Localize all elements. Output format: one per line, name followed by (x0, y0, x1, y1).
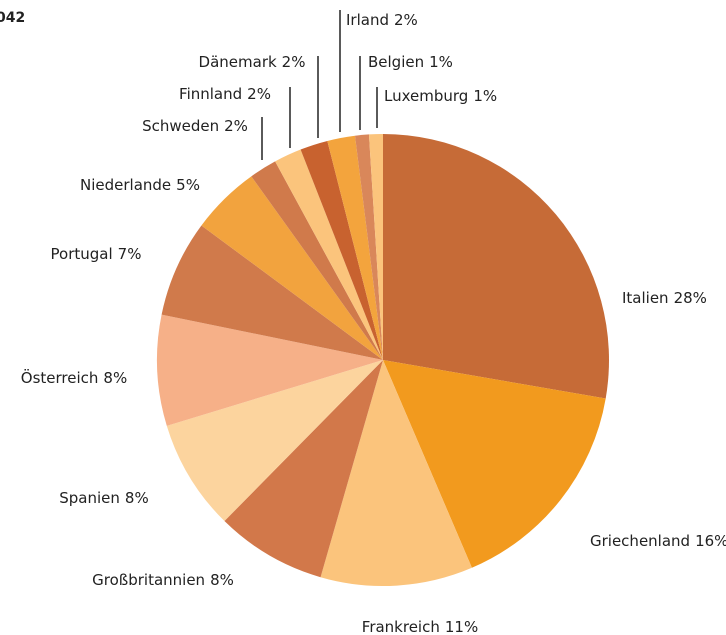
pie-slice (383, 360, 606, 568)
category-label: Frankreich (362, 618, 440, 635)
pie-slice (368, 134, 383, 360)
category-label: Österreich (21, 368, 99, 387)
pie-slice (275, 149, 383, 360)
slice-label: Schweden 2% (142, 117, 248, 135)
category-label: Schweden (142, 117, 219, 135)
slice-label: Spanien 8% (59, 489, 148, 507)
category-label: Portugal (51, 245, 113, 263)
pie-slice (251, 161, 383, 360)
value-label: 8% (103, 369, 127, 387)
category-label: Großbritannien (92, 571, 205, 589)
value-label: 7% (118, 245, 142, 263)
value-label: 8% (125, 489, 149, 507)
category-label: Belgien (368, 53, 424, 71)
value-label: 2% (247, 85, 271, 103)
pie-slice (161, 225, 383, 360)
slice-label: Niederlande 5% (80, 176, 200, 194)
value-label: 2% (224, 117, 248, 135)
category-label: Niederlande (80, 176, 171, 194)
value-label: 28% (674, 289, 707, 307)
slice-label: Portugal 7% (51, 245, 142, 263)
pie-slice (166, 360, 383, 522)
pie-slice (320, 360, 472, 587)
value-label: 2% (394, 11, 418, 29)
slice-label: Österreich 8% (21, 368, 127, 387)
chart-title: 042 (0, 10, 25, 26)
category-label: Italien (622, 289, 669, 307)
slice-label: Luxemburg 1% (384, 87, 497, 105)
slice-label: Griechenland 16% (590, 532, 726, 550)
pie-slice (300, 140, 383, 360)
category-label: Finnland (179, 85, 242, 103)
pie-slice (157, 314, 383, 426)
value-label: 1% (429, 53, 453, 71)
value-label: 16% (695, 532, 726, 550)
category-label: Griechenland (590, 532, 690, 550)
slice-label: Dänemark 2% (199, 53, 306, 71)
value-label: 1% (473, 87, 497, 105)
pie-slice (383, 134, 609, 399)
value-label: 8% (210, 571, 234, 589)
pie-slice (224, 360, 383, 578)
slice-label: Großbritannien 8% (92, 571, 234, 589)
slice-label: Frankreich 11% (362, 618, 478, 635)
pie-slice (327, 135, 383, 360)
slice-label: Italien 28% (622, 289, 707, 307)
value-label: 5% (176, 176, 200, 194)
value-label: 11% (445, 618, 478, 635)
category-label: Luxemburg (384, 87, 468, 105)
category-label: Irland (346, 11, 389, 29)
slice-label: Belgien 1% (368, 53, 453, 71)
pie-slice (354, 134, 383, 360)
value-label: 2% (282, 53, 306, 71)
slice-label: Irland 2% (346, 11, 418, 29)
category-label: Dänemark (199, 53, 277, 71)
slice-label: Finnland 2% (179, 85, 271, 103)
pie-slice (201, 176, 383, 360)
category-label: Spanien (59, 489, 120, 507)
